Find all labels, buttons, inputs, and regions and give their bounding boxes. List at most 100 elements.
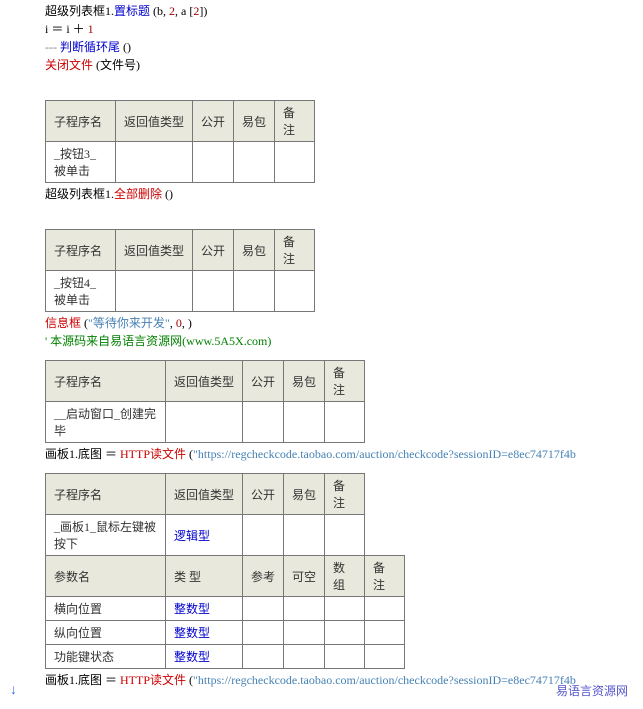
sub-table-2: 子程序名 返回值类型 公开 易包 备 注 _按钮4_被单击	[45, 229, 315, 312]
sub-table-4: 子程序名 返回值类型 公开 易包 备 注 _画板1_鼠标左键被按下 逻辑型 参数…	[45, 473, 405, 669]
col-easy: 易包	[234, 101, 275, 142]
col-return-type: 返回值类型	[116, 101, 193, 142]
comment-text: )	[267, 334, 271, 348]
cell	[243, 402, 284, 443]
text: 画板1.底图 ＝	[45, 447, 120, 461]
text: (	[81, 316, 88, 330]
text: ])	[199, 4, 207, 18]
cell	[365, 621, 405, 645]
col-easy: 易包	[284, 474, 325, 515]
down-arrow-icon: ↓	[10, 683, 17, 699]
cell	[234, 271, 275, 312]
cell	[243, 645, 284, 669]
cell	[284, 402, 325, 443]
text: (文件号)	[93, 58, 140, 72]
col-public: 公开	[243, 474, 284, 515]
col-param-name: 参数名	[46, 556, 166, 597]
cell	[193, 142, 234, 183]
cell	[275, 142, 315, 183]
text: 画板1.底图 ＝	[45, 673, 120, 687]
code-line: i ＝ i ＋ 1	[45, 20, 643, 38]
num: 1	[88, 22, 94, 36]
text: (	[186, 447, 193, 461]
col-easy: 易包	[284, 361, 325, 402]
func: 信息框	[45, 316, 81, 330]
col-ref: 参考	[243, 556, 284, 597]
col-nullable: 可空	[284, 556, 325, 597]
cell	[116, 142, 193, 183]
comment-url: www.5A5X.com	[186, 334, 267, 348]
string: "等待你来开发"	[88, 316, 170, 330]
cell-sub-name: _按钮3_被单击	[46, 142, 116, 183]
cell	[325, 597, 365, 621]
cell	[325, 645, 365, 669]
text: (	[186, 673, 193, 687]
cell	[325, 402, 365, 443]
cell-param: 横向位置	[46, 597, 166, 621]
text: ()	[120, 40, 131, 54]
cell	[365, 597, 405, 621]
col-remark: 备 注	[275, 101, 315, 142]
comment-text: ' 本源码来自易语言资源网(	[45, 334, 186, 348]
func: HTTP读文件	[120, 673, 186, 687]
comment: ' 本源码来自易语言资源网(www.5A5X.com)	[45, 332, 643, 350]
col-remark: 备 注	[325, 361, 365, 402]
col-remark: 备 注	[275, 230, 315, 271]
col-sub-name: 子程序名	[46, 361, 166, 402]
cell	[243, 515, 284, 556]
code-line: 信息框 ("等待你来开发", 0, )	[45, 314, 643, 332]
watermark: 易语言资源网	[556, 682, 628, 699]
cell-sub-name: _画板1_鼠标左键被按下	[46, 515, 166, 556]
cell-sub-name: __启动窗口_创建完毕	[46, 402, 166, 443]
cell	[284, 645, 325, 669]
cell	[243, 621, 284, 645]
col-return-type: 返回值类型	[166, 474, 243, 515]
col-type: 类 型	[166, 556, 243, 597]
keyword: 判断循环尾	[60, 40, 120, 54]
cell-type: 逻辑型	[166, 515, 243, 556]
cell-param: 纵向位置	[46, 621, 166, 645]
code-line: 画板1.底图 ＝ HTTP读文件 ("https://regcheckcode.…	[45, 445, 643, 463]
text: i ＝ i ＋	[45, 22, 88, 36]
cell	[243, 597, 284, 621]
cell	[284, 515, 325, 556]
text: ()	[162, 187, 173, 201]
cell-type: 整数型	[166, 621, 243, 645]
cell	[234, 142, 275, 183]
string: "https://regcheckcode.taobao.com/auction…	[193, 673, 576, 687]
cell	[325, 621, 365, 645]
cell	[284, 597, 325, 621]
cell	[275, 271, 315, 312]
cell	[325, 515, 365, 556]
code-line: 超级列表框1.全部删除 ()	[45, 185, 643, 203]
col-return-type: 返回值类型	[166, 361, 243, 402]
code-line: 画板1.底图 ＝ HTTP读文件 ("https://regcheckcode.…	[45, 671, 643, 689]
text: (b,	[150, 4, 169, 18]
code-line: --- 判断循环尾 ()	[45, 38, 643, 56]
col-sub-name: 子程序名	[46, 101, 116, 142]
col-public: 公开	[243, 361, 284, 402]
code-line: 超级列表框1.置标题 (b, 2, a [2])	[45, 2, 643, 20]
method: 全部删除	[114, 187, 162, 201]
col-remark: 备 注	[365, 556, 405, 597]
cell	[365, 645, 405, 669]
code-pane: 超级列表框1.置标题 (b, 2, a [2]) i ＝ i ＋ 1 --- 判…	[0, 0, 643, 709]
cell	[284, 621, 325, 645]
col-return-type: 返回值类型	[116, 230, 193, 271]
keyword: 关闭文件	[45, 58, 93, 72]
code-line: 关闭文件 (文件号)	[45, 56, 643, 74]
sub-table-3: 子程序名 返回值类型 公开 易包 备 注 __启动窗口_创建完毕	[45, 360, 365, 443]
cell	[166, 402, 243, 443]
col-sub-name: 子程序名	[46, 230, 116, 271]
sub-table-1: 子程序名 返回值类型 公开 易包 备 注 _按钮3_被单击	[45, 100, 315, 183]
cell-sub-name: _按钮4_被单击	[46, 271, 116, 312]
col-remark: 备 注	[325, 474, 365, 515]
text: 超级列表框1.	[45, 4, 114, 18]
method: 置标题	[114, 4, 150, 18]
string: "https://regcheckcode.taobao.com/auction…	[193, 447, 576, 461]
text: , a [	[175, 4, 193, 18]
func: HTTP读文件	[120, 447, 186, 461]
cell	[116, 271, 193, 312]
cell-type: 整数型	[166, 597, 243, 621]
text: 超级列表框1.	[45, 187, 114, 201]
